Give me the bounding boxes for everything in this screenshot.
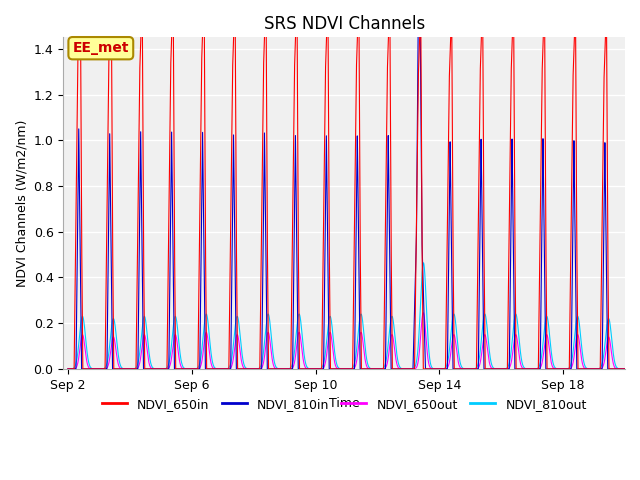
NDVI_650out <box>621 366 629 372</box>
NDVI_650out <box>64 366 72 372</box>
NDVI_810in <box>64 366 72 372</box>
NDVI_810in <box>213 366 221 372</box>
NDVI_810out <box>612 363 620 369</box>
NDVI_650in <box>213 366 221 372</box>
NDVI_810out <box>504 364 511 370</box>
Line: NDVI_810out: NDVI_810out <box>68 263 625 369</box>
NDVI_650out <box>612 366 620 372</box>
NDVI_810in <box>96 366 104 372</box>
NDVI_810in <box>504 366 511 372</box>
NDVI_650in <box>413 184 420 190</box>
NDVI_810out <box>64 366 72 372</box>
Legend: NDVI_650in, NDVI_810in, NDVI_650out, NDVI_810out: NDVI_650in, NDVI_810in, NDVI_650out, NDV… <box>97 393 591 416</box>
NDVI_650out <box>504 366 511 372</box>
Text: EE_met: EE_met <box>72 41 129 55</box>
Line: NDVI_810in: NDVI_810in <box>68 0 625 369</box>
NDVI_810in <box>405 366 413 372</box>
NDVI_650out <box>405 366 413 372</box>
NDVI_810in <box>612 366 620 372</box>
Title: SRS NDVI Channels: SRS NDVI Channels <box>264 15 425 33</box>
NDVI_650in <box>405 366 413 372</box>
NDVI_650out <box>213 366 221 372</box>
NDVI_650out <box>413 364 420 370</box>
NDVI_650out <box>419 310 427 315</box>
NDVI_810out <box>413 357 420 362</box>
Line: NDVI_650out: NDVI_650out <box>68 312 625 369</box>
NDVI_810out <box>420 260 428 265</box>
NDVI_650in <box>504 348 511 353</box>
Y-axis label: NDVI Channels (W/m2/nm): NDVI Channels (W/m2/nm) <box>15 120 28 287</box>
NDVI_810in <box>621 366 629 372</box>
NDVI_650out <box>96 366 104 372</box>
NDVI_650in <box>64 366 72 372</box>
Line: NDVI_650in: NDVI_650in <box>68 0 625 369</box>
NDVI_650in <box>612 366 620 372</box>
NDVI_810out <box>621 366 629 372</box>
NDVI_810out <box>213 366 221 372</box>
NDVI_650in <box>621 366 629 372</box>
X-axis label: Time: Time <box>329 397 360 410</box>
NDVI_810out <box>96 366 104 372</box>
NDVI_810in <box>413 188 420 194</box>
NDVI_650in <box>96 366 104 372</box>
NDVI_810out <box>405 366 413 372</box>
